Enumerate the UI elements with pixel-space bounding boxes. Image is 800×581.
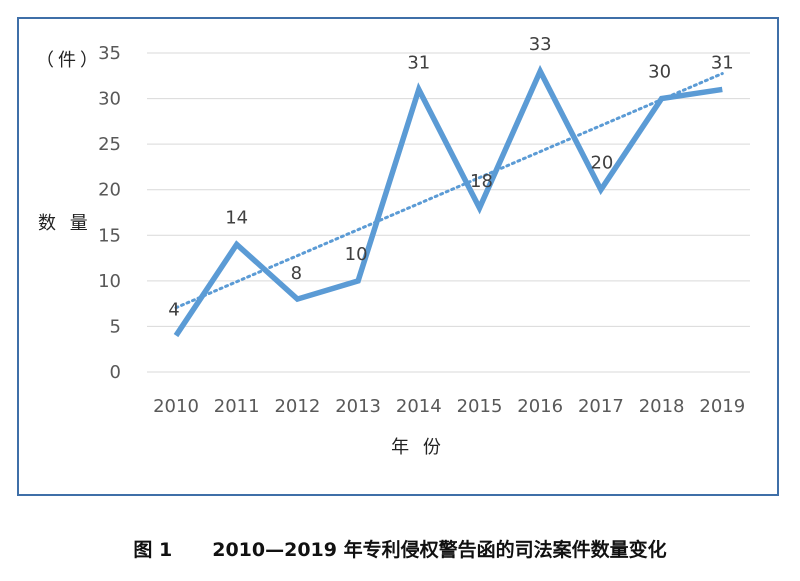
data-label: 4	[168, 300, 179, 321]
y-tick-label: 10	[98, 271, 121, 292]
x-tick-labels: 2010 2011 2012 2013 2014 2015 2016 2017 2018 2019	[153, 396, 745, 417]
x-tick-label: 2018	[639, 396, 685, 417]
figure-caption: 图 1 2010—2019 年专利侵权警告函的司法案件数量变化	[0, 535, 800, 562]
data-label: 30	[648, 62, 671, 83]
x-tick-label: 2014	[396, 396, 442, 417]
x-tick-label: 2017	[578, 396, 624, 417]
figure-title: 2010—2019 年专利侵权警告函的司法案件数量变化	[212, 539, 667, 561]
data-label: 14	[225, 207, 248, 228]
x-tick-label: 2013	[335, 396, 381, 417]
y-tick-label: 5	[110, 316, 121, 337]
y-tick-label: 0	[110, 362, 121, 383]
data-label: 33	[529, 34, 552, 55]
trendline-path	[174, 72, 724, 310]
series-lines	[173, 64, 723, 338]
data-label: 20	[590, 153, 613, 174]
series-line	[173, 64, 723, 338]
gridlines	[147, 52, 750, 373]
data-label: 31	[711, 52, 734, 73]
trendline	[174, 72, 724, 310]
x-tick-label: 2012	[274, 396, 320, 417]
x-tick-label: 2015	[457, 396, 503, 417]
chart-frame	[17, 17, 779, 496]
figure-number: 图 1	[133, 539, 173, 561]
y-tick-label: 35	[98, 43, 121, 64]
data-label: 8	[291, 263, 302, 284]
data-label: 18	[470, 171, 493, 192]
x-tick-label: 2011	[214, 396, 260, 417]
x-axis-title: 年 份	[391, 437, 445, 458]
y-tick-label: 25	[98, 134, 121, 155]
x-tick-label: 2019	[699, 396, 745, 417]
y-tick-label: 15	[98, 225, 121, 246]
data-label: 10	[345, 244, 368, 265]
y-tick-label: 30	[98, 89, 121, 110]
data-label: 31	[407, 52, 430, 73]
y-tick-labels: 0 5 10 15 20 25 30 35	[98, 43, 121, 383]
x-tick-label: 2016	[517, 396, 563, 417]
x-tick-label: 2010	[153, 396, 199, 417]
y-axis-title: 数 量	[38, 213, 92, 234]
y-axis-unit: （件）	[36, 50, 102, 71]
data-labels: 4 14 8 10 31 18 33 20 30 31	[168, 34, 733, 320]
y-tick-label: 20	[98, 180, 121, 201]
